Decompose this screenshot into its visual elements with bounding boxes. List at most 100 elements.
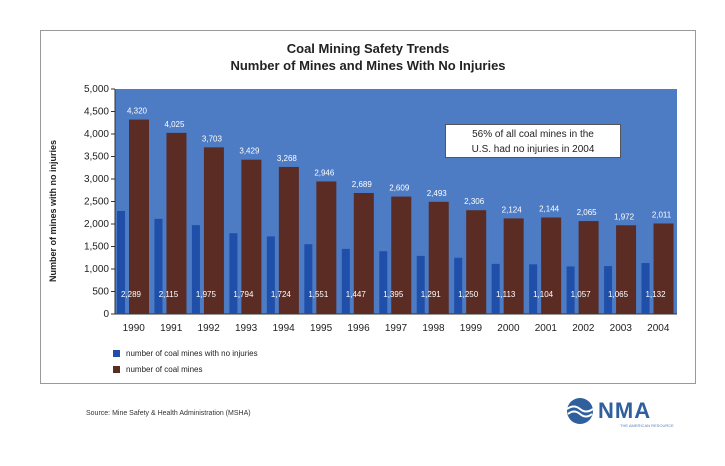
- bar-coal-mines: [466, 210, 487, 314]
- bar-coal-mines: [203, 147, 224, 314]
- x-tick-label: 1995: [310, 323, 333, 334]
- x-tick-label: 1993: [235, 323, 258, 334]
- bar-no-injuries: [266, 236, 275, 314]
- data-label-no-injuries: 1,551: [308, 290, 329, 299]
- x-tick-label: 1996: [347, 323, 370, 334]
- data-label-no-injuries: 1,065: [608, 290, 629, 299]
- x-tick-label: 1990: [123, 323, 146, 334]
- annotation-line-1: 56% of all coal mines in the: [472, 129, 594, 140]
- y-tick-label: 4,500: [84, 107, 109, 118]
- data-label-no-injuries: 1,447: [346, 290, 367, 299]
- y-tick-label: 0: [103, 309, 109, 320]
- x-tick-label: 2000: [497, 323, 520, 334]
- bar-coal-mines: [316, 181, 337, 314]
- chart-frame: Coal Mining Safety Trends Number of Mine…: [40, 30, 696, 384]
- bar-no-injuries: [154, 218, 163, 314]
- bar-coal-mines: [241, 159, 262, 314]
- x-tick-label: 2004: [647, 323, 670, 334]
- data-label-no-injuries: 1,724: [271, 290, 292, 299]
- bar-no-injuries: [604, 266, 613, 314]
- y-tick-label: 4,000: [84, 129, 109, 140]
- y-tick-label: 1,000: [84, 264, 109, 275]
- x-tick-label: 1997: [385, 323, 408, 334]
- bar-coal-mines: [428, 201, 449, 314]
- y-tick-label: 5,000: [84, 84, 109, 95]
- bar-coal-mines: [503, 218, 524, 314]
- bar-coal-mines: [616, 225, 637, 314]
- y-tick-label: 500: [92, 287, 109, 298]
- source-note: Source: Mine Safety & Health Administrat…: [86, 410, 251, 417]
- bar-no-injuries: [341, 248, 350, 314]
- data-label-coal-mines: 2,689: [352, 180, 373, 189]
- y-tick-label: 2,000: [84, 219, 109, 230]
- bar-coal-mines: [653, 223, 674, 314]
- globe-wave-icon: [566, 398, 594, 424]
- data-label-no-injuries: 1,395: [383, 290, 404, 299]
- bar-no-injuries: [491, 263, 500, 314]
- data-label-no-injuries: 1,057: [571, 290, 592, 299]
- legend-item-coal-mines: number of coal mines: [113, 365, 202, 374]
- legend-swatch-coal-mines: [113, 366, 120, 373]
- bar-coal-mines: [166, 132, 187, 314]
- x-tick-label: 1999: [460, 323, 483, 334]
- data-label-coal-mines: 1,972: [614, 212, 635, 221]
- data-label-no-injuries: 2,289: [121, 290, 142, 299]
- legend-item-no-injuries: number of coal mines with no injuries: [113, 349, 258, 358]
- bar-coal-mines: [129, 119, 149, 314]
- data-label-coal-mines: 4,025: [164, 120, 185, 129]
- bar-no-injuries: [416, 255, 425, 314]
- nma-logo-tagline: THE AMERICAN RESOURCE: [620, 423, 674, 428]
- x-tick-label: 1998: [422, 323, 445, 334]
- legend-label-no-injuries: number of coal mines with no injuries: [126, 349, 258, 358]
- legend-label-coal-mines: number of coal mines: [126, 365, 203, 374]
- data-label-no-injuries: 1,250: [458, 290, 479, 299]
- nma-logo-text: NMA: [598, 398, 652, 423]
- data-label-no-injuries: 1,104: [533, 290, 554, 299]
- legend-swatch-no-injuries: [113, 350, 120, 357]
- data-label-no-injuries: 2,115: [159, 290, 179, 299]
- data-label-coal-mines: 2,946: [314, 168, 335, 177]
- bar-coal-mines: [278, 166, 299, 314]
- x-tick-label: 2002: [572, 323, 595, 334]
- data-label-coal-mines: 2,144: [539, 205, 560, 214]
- data-label-coal-mines: 2,493: [427, 189, 448, 198]
- bar-no-injuries: [566, 266, 575, 314]
- bar-no-injuries: [454, 257, 463, 314]
- data-label-no-injuries: 1,132: [646, 290, 667, 299]
- bar-no-injuries: [379, 251, 388, 314]
- data-label-coal-mines: 2,306: [464, 197, 485, 206]
- y-tick-label: 3,500: [84, 152, 109, 163]
- bar-no-injuries: [117, 210, 125, 314]
- bar-coal-mines: [578, 221, 599, 314]
- data-label-no-injuries: 1,291: [421, 290, 442, 299]
- bar-coal-mines: [541, 217, 562, 314]
- bar-no-injuries: [304, 244, 313, 314]
- x-tick-label: 1992: [198, 323, 221, 334]
- y-tick-label: 2,500: [84, 197, 109, 208]
- bar-no-injuries: [229, 233, 238, 314]
- data-label-coal-mines: 3,268: [277, 154, 298, 163]
- x-tick-label: 2001: [535, 323, 558, 334]
- y-tick-label: 1,500: [84, 242, 109, 253]
- bar-chart: 0 500 1,000 1,500 2,000 2,500 3,000 3,500 4,000 4…: [84, 84, 677, 334]
- data-label-coal-mines: 2,609: [389, 184, 410, 193]
- data-label-coal-mines: 2,011: [652, 211, 672, 220]
- bar-coal-mines: [353, 192, 374, 314]
- y-tick-label: 3,000: [84, 174, 109, 185]
- bar-no-injuries: [191, 225, 200, 314]
- chart-title: Coal Mining Safety Trends: [286, 41, 450, 56]
- x-tick-label: 1991: [160, 323, 183, 334]
- data-label-coal-mines: 2,065: [577, 208, 598, 217]
- chart-annotation: 56% of all coal mines in the U.S. had no…: [445, 124, 621, 158]
- bar-no-injuries: [529, 264, 538, 314]
- data-label-coal-mines: 2,124: [502, 205, 523, 214]
- chart-subtitle: Number of Mines and Mines With No Injuri…: [230, 58, 506, 73]
- data-label-coal-mines: 3,429: [239, 147, 260, 156]
- data-label-no-injuries: 1,113: [496, 290, 516, 299]
- x-tick-label: 2003: [610, 323, 633, 334]
- x-tick-label: 1994: [272, 323, 295, 334]
- bar-coal-mines: [391, 196, 412, 314]
- annotation-line-2: U.S. had no injuries in 2004: [471, 144, 595, 155]
- bar-no-injuries: [641, 263, 650, 314]
- data-label-no-injuries: 1,794: [233, 290, 254, 299]
